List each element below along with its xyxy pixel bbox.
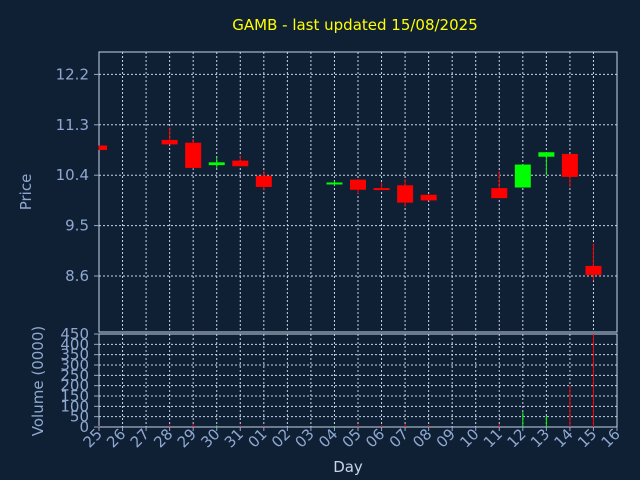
volume-y-tick-label: 0 <box>79 418 89 436</box>
volume-y-tick-label: 400 <box>60 335 89 353</box>
x-tick-label: 31 <box>221 425 247 451</box>
candle-body <box>208 162 225 166</box>
candle-body <box>491 188 508 199</box>
x-tick-label: 15 <box>574 425 600 451</box>
volume-y-tick-label: 100 <box>60 397 89 415</box>
x-tick-label: 28 <box>150 425 176 451</box>
candle-body <box>255 175 272 187</box>
candle-body <box>99 145 107 150</box>
candle-body <box>161 139 178 145</box>
volume-y-tick-label: 450 <box>60 325 89 343</box>
x-tick-label: 13 <box>527 425 553 451</box>
candle-body <box>373 188 390 191</box>
candle-body <box>232 160 249 167</box>
candle-body <box>326 182 343 185</box>
x-tick-label: 05 <box>339 425 365 451</box>
candle-body <box>350 179 366 190</box>
chart-title: GAMB - last updated 15/08/2025 <box>232 16 478 34</box>
price-axis-label: Price <box>17 174 35 211</box>
volume-y-tick-label: 200 <box>60 377 89 395</box>
x-tick-label: 14 <box>551 425 577 451</box>
candle-body <box>585 265 602 275</box>
x-tick-label: 06 <box>362 425 388 451</box>
price-grid <box>99 52 617 332</box>
x-tick-label: 03 <box>292 425 318 451</box>
x-tick-label: 16 <box>598 425 624 451</box>
x-tick-label: 10 <box>456 425 482 451</box>
volume-y-tick-label: 150 <box>60 387 89 405</box>
x-tick-label: 09 <box>433 425 459 451</box>
volume-bars <box>98 334 594 427</box>
x-tick-label: 27 <box>127 425 153 451</box>
volume-y-tick-label: 250 <box>60 366 89 384</box>
x-tick-label: 01 <box>244 425 270 451</box>
x-tick-label: 04 <box>315 425 341 451</box>
volume-y-tick-label: 350 <box>60 346 89 364</box>
price-y-ticks: 8.6 9.5 10.4 11.3 12.2 <box>56 65 99 285</box>
candle-body <box>538 152 555 157</box>
x-tick-label: 02 <box>268 425 294 451</box>
price-panel-frame <box>98 51 618 333</box>
price-y-tick-label: 8.6 <box>65 267 89 285</box>
volume-axis-label: Volume (0000) <box>29 326 47 436</box>
price-y-tick-label: 10.4 <box>56 166 89 184</box>
x-tick-label: 26 <box>103 425 129 451</box>
volume-y-tick-label: 50 <box>70 408 89 426</box>
candle-body <box>185 142 202 168</box>
x-tick-label: 30 <box>197 425 223 451</box>
candle-body <box>397 185 414 203</box>
volume-grid <box>99 334 617 427</box>
candle-body <box>514 164 531 188</box>
candles <box>98 127 602 281</box>
x-tick-label: 12 <box>503 425 529 451</box>
candle-body <box>420 194 437 201</box>
candle-body <box>561 153 578 177</box>
volume-y-tick-label: 300 <box>60 356 89 374</box>
x-ticks: 2526272829303101020304050607080910111213… <box>80 425 624 451</box>
x-tick-label: 08 <box>409 425 435 451</box>
x-tick-label: 29 <box>174 425 200 451</box>
price-y-tick-label: 12.2 <box>56 65 89 83</box>
price-y-tick-label: 9.5 <box>65 217 89 235</box>
x-axis-label: Day <box>333 458 363 476</box>
price-y-tick-label: 11.3 <box>56 116 89 134</box>
x-tick-label: 07 <box>386 425 412 451</box>
x-tick-label: 11 <box>480 425 506 451</box>
